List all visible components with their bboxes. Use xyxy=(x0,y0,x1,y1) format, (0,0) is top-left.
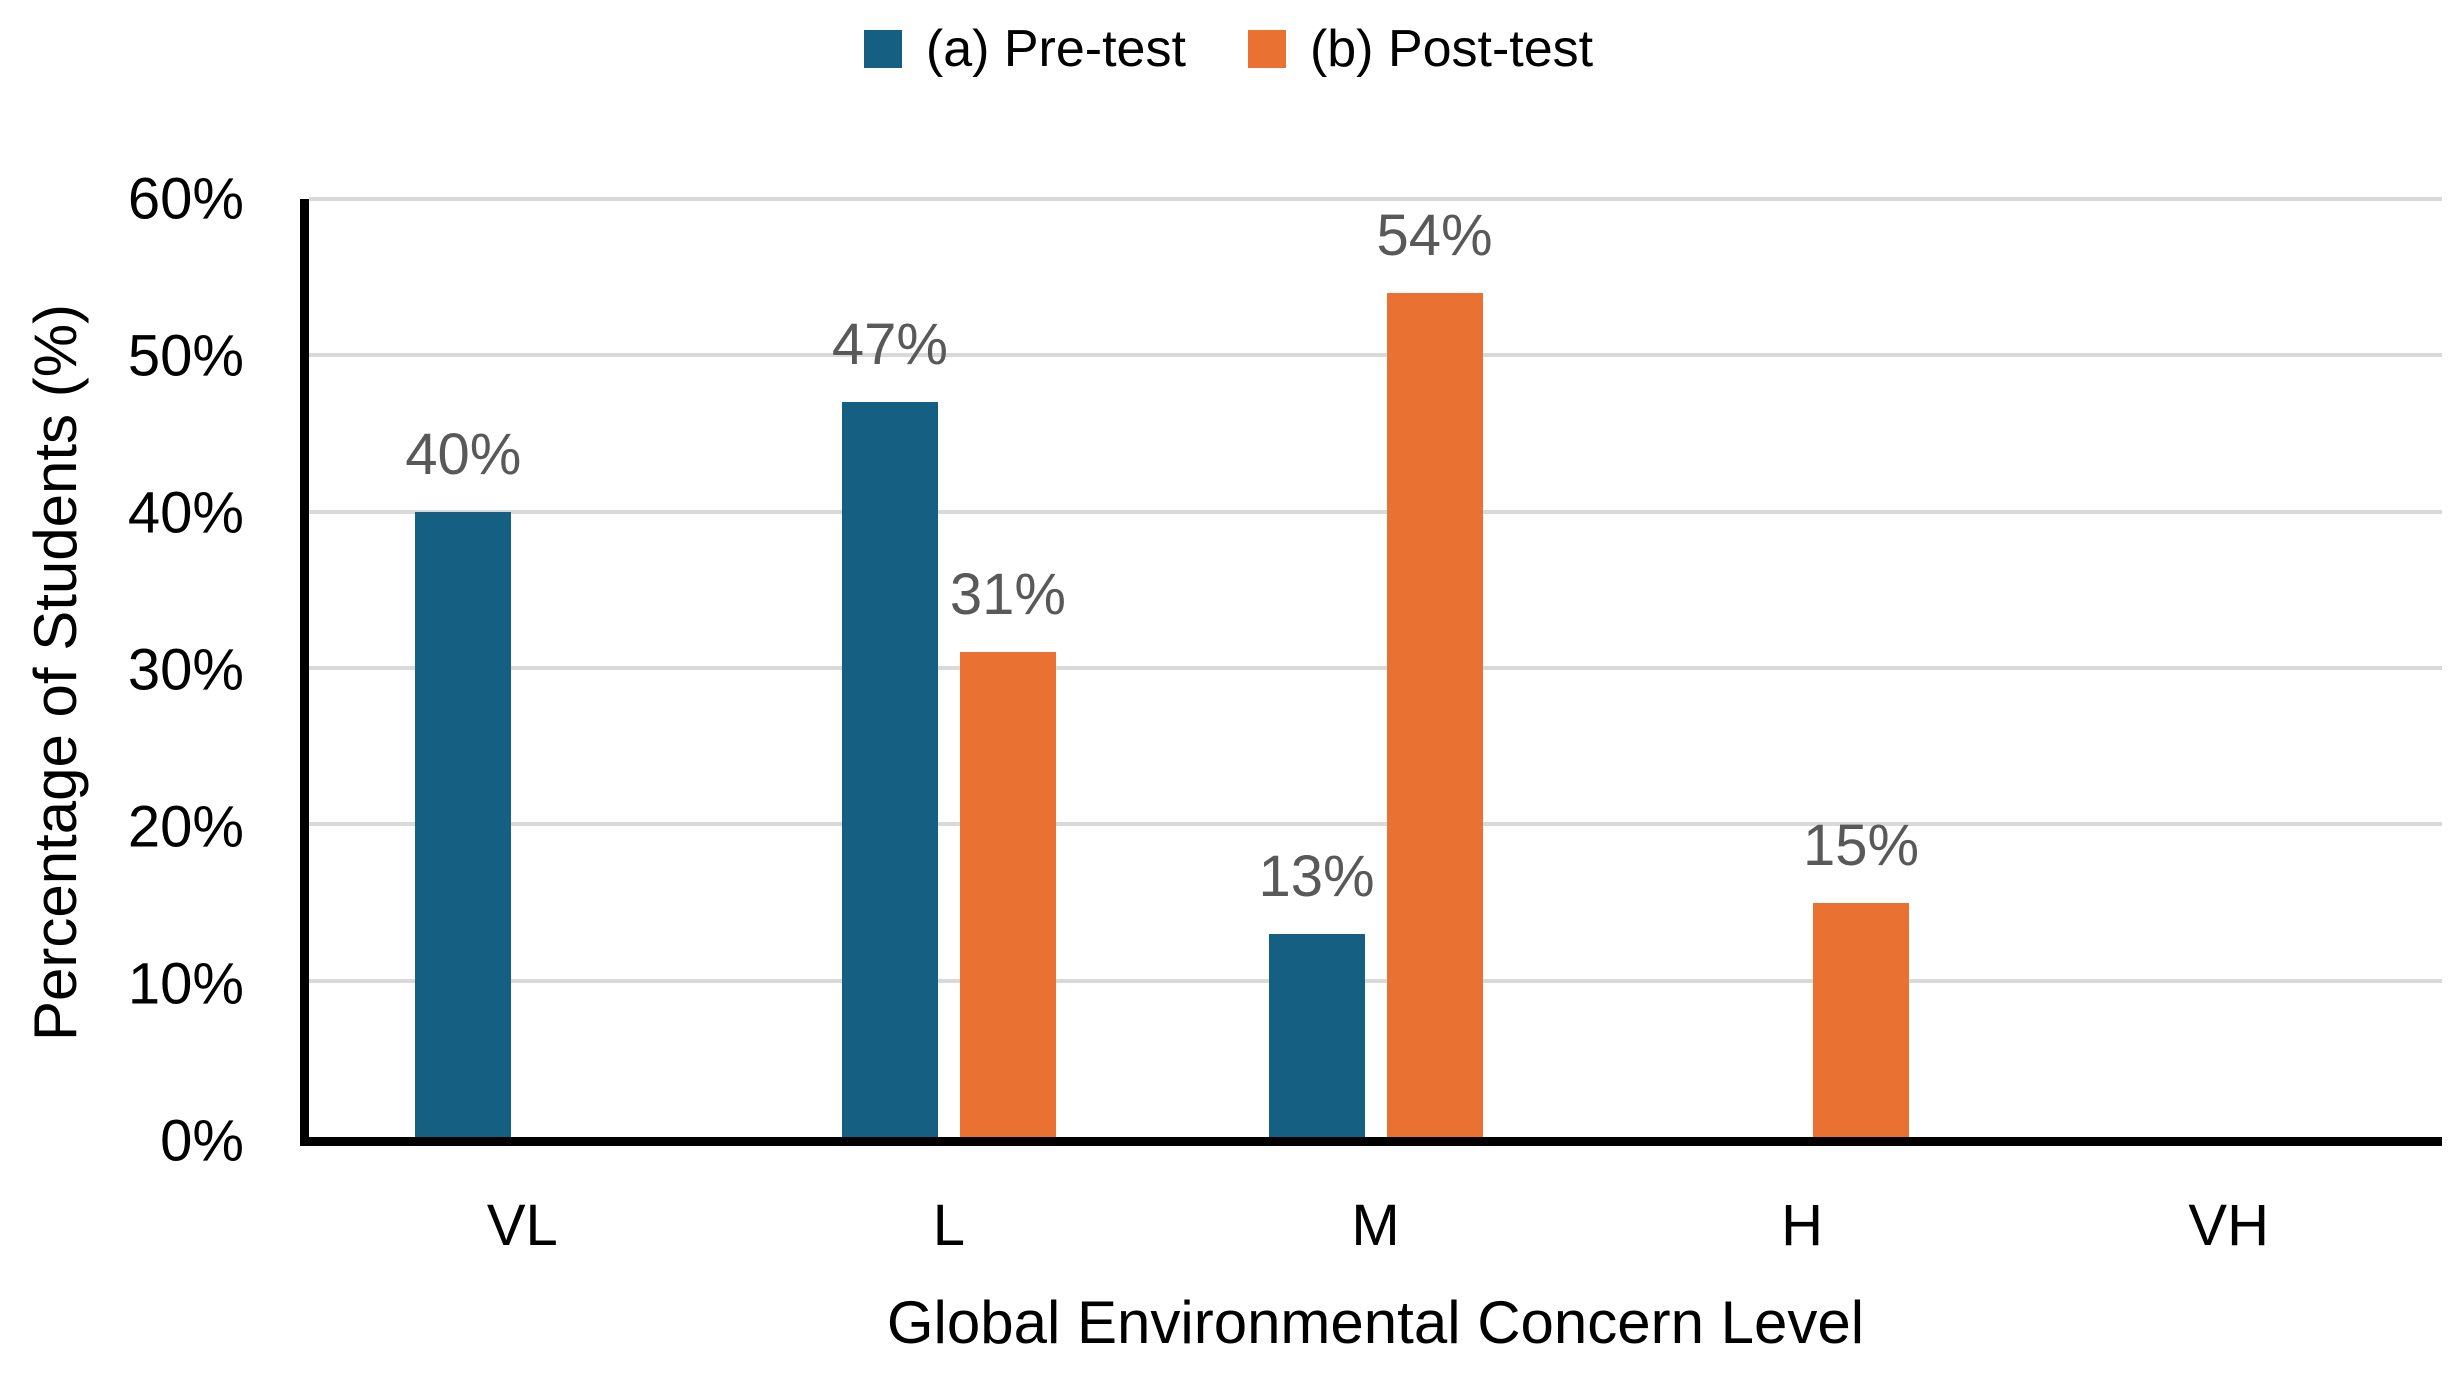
x-tick-label-vl: VL xyxy=(486,1193,558,1258)
legend-item-post-test: (b) Post-test xyxy=(1247,18,1594,80)
bar-value-label-pretest-m: 13% xyxy=(1258,843,1375,909)
bar-value-label-posttest-h: 15% xyxy=(1803,812,1920,878)
legend-item-pre-test: (a) Pre-test xyxy=(863,18,1186,80)
y-axis-ticks: 0% 10% 20% 30% 40% 50% 60% xyxy=(0,167,252,1174)
x-tick-label-l: L xyxy=(932,1193,966,1258)
gridline xyxy=(309,197,2442,201)
bar-posttest-h xyxy=(1813,902,1910,1137)
bar-pretest-vl xyxy=(415,511,512,1137)
gridline xyxy=(309,353,2442,358)
bar-value-label-posttest-l: 31% xyxy=(949,562,1066,628)
gridline xyxy=(309,822,2442,827)
plot-area: 40% 47% 31% 13% 54% 15% xyxy=(300,197,2442,1146)
gridline xyxy=(309,978,2442,983)
bar-pretest-m xyxy=(1268,933,1365,1137)
bar-value-label-pretest-vl: 40% xyxy=(405,421,522,487)
bar-value-label-posttest-m: 54% xyxy=(1376,202,1493,268)
y-tick-label: 10% xyxy=(127,951,244,1017)
legend-label-pre-test: (a) Pre-test xyxy=(925,20,1186,78)
legend-swatch-pre-test xyxy=(863,30,902,69)
y-tick-label: 60% xyxy=(127,166,244,232)
y-tick-label: 30% xyxy=(127,637,244,703)
legend-label-post-test: (b) Post-test xyxy=(1309,20,1594,78)
gridline xyxy=(309,509,2442,514)
bar-pretest-l xyxy=(841,402,938,1137)
bar-value-label-pretest-l: 47% xyxy=(831,312,948,378)
y-tick-label: 40% xyxy=(127,480,244,546)
x-tick-label-m: M xyxy=(1351,1193,1400,1258)
y-tick-label: 50% xyxy=(127,323,244,389)
x-tick-label-vh: VH xyxy=(2188,1193,2269,1258)
bar-posttest-m xyxy=(1386,292,1483,1137)
chart-legend: (a) Pre-test (b) Post-test xyxy=(0,18,2457,80)
legend-swatch-post-test xyxy=(1247,30,1286,69)
x-axis-title: Global Environmental Concern Level xyxy=(886,1289,1865,1356)
y-tick-label: 0% xyxy=(160,1108,244,1174)
bar-posttest-l xyxy=(959,652,1056,1137)
y-tick-label: 20% xyxy=(127,794,244,860)
x-tick-label-h: H xyxy=(1781,1193,1824,1258)
x-axis-ticks: VL L M H VH xyxy=(309,1192,2442,1264)
gridline xyxy=(309,666,2442,670)
